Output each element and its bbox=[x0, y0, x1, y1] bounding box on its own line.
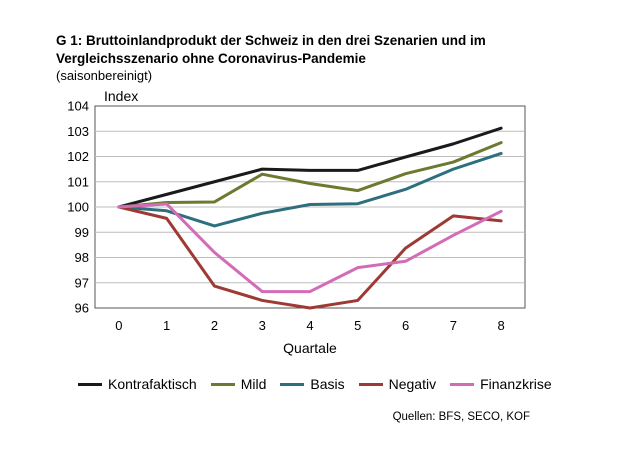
y-axis-label: Index bbox=[104, 88, 138, 104]
y-tick-label: 99 bbox=[75, 225, 89, 240]
legend-label: Mild bbox=[240, 376, 267, 392]
x-tick-label: 4 bbox=[306, 318, 313, 333]
legend: Kontrafaktisch Mild Basis Negativ Finanzkris… bbox=[78, 376, 566, 392]
grid bbox=[94, 105, 526, 309]
legend-item-kontrafaktisch: Kontrafaktisch bbox=[78, 376, 197, 392]
series-lines bbox=[117, 126, 503, 310]
legend-label: Negativ bbox=[388, 376, 437, 392]
legend-swatch bbox=[280, 382, 305, 386]
x-tick-label: 1 bbox=[163, 318, 170, 333]
x-tick-labels: 0 1 2 3 4 5 6 7 8 bbox=[115, 318, 504, 333]
x-tick-label: 7 bbox=[450, 318, 457, 333]
y-tick-label: 96 bbox=[75, 301, 89, 316]
y-tick-label: 102 bbox=[67, 149, 89, 164]
series-line-finanzkrise bbox=[117, 202, 503, 294]
source-note: Quellen: BFS, SECO, KOF bbox=[392, 411, 530, 423]
legend-item-basis: Basis bbox=[280, 376, 345, 392]
legend-swatch bbox=[78, 382, 102, 386]
legend-swatch bbox=[450, 382, 475, 386]
x-axis-label: Quartale bbox=[283, 340, 337, 356]
legend-swatch bbox=[358, 382, 383, 386]
chart-title-line2: Vergleichsszenario ohne Coronavirus-Pand… bbox=[56, 51, 366, 66]
series-line-kontrafaktisch bbox=[117, 126, 503, 209]
x-tick-label: 5 bbox=[354, 318, 361, 333]
chart-title-line1: G 1: Bruttoinlandprodukt der Schweiz in … bbox=[56, 33, 486, 48]
legend-item-negativ: Negativ bbox=[358, 376, 437, 392]
x-tick-label: 3 bbox=[259, 318, 266, 333]
chart-title: G 1: Bruttoinlandprodukt der Schweiz in … bbox=[56, 32, 576, 68]
legend-label: Finanzkrise bbox=[480, 376, 552, 392]
x-tick-label: 6 bbox=[402, 318, 409, 333]
series-line-basis bbox=[117, 151, 503, 228]
x-tick-label: 8 bbox=[497, 318, 504, 333]
y-tick-label: 100 bbox=[67, 200, 89, 215]
y-tick-label: 101 bbox=[67, 174, 89, 189]
y-tick-label: 103 bbox=[67, 124, 89, 139]
legend-label: Kontrafaktisch bbox=[108, 376, 197, 392]
x-tick-label: 0 bbox=[115, 318, 122, 333]
legend-label: Basis bbox=[310, 376, 345, 392]
y-tick-labels: 96 97 98 99 100 101 102 103 104 bbox=[67, 99, 89, 316]
x-tick-label: 2 bbox=[211, 318, 218, 333]
legend-item-finanzkrise: Finanzkrise bbox=[450, 376, 552, 392]
chart-subtitle: (saisonbereinigt) bbox=[56, 68, 153, 83]
y-tick-label: 98 bbox=[75, 250, 89, 265]
y-tick-label: 104 bbox=[67, 99, 89, 114]
series-line-mild bbox=[117, 141, 503, 209]
y-tick-label: 97 bbox=[75, 275, 89, 290]
legend-swatch bbox=[210, 382, 235, 386]
series-line-negativ bbox=[117, 205, 503, 310]
legend-item-mild: Mild bbox=[210, 376, 267, 392]
